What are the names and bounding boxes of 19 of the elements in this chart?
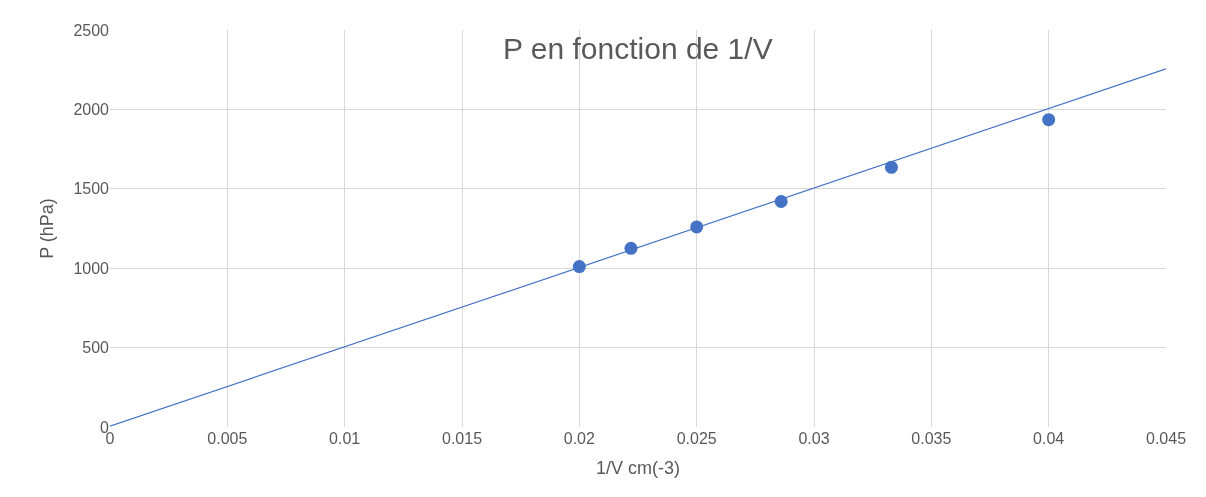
x-tick-label: 0.035 — [911, 430, 952, 447]
y-tick-label: 500 — [82, 339, 110, 357]
x-tick-label: 0.005 — [207, 430, 248, 447]
y-tick-label: 2000 — [73, 101, 110, 118]
y-tick-label: 1500 — [73, 180, 110, 198]
x-tick-label: 0.025 — [676, 430, 717, 447]
point — [1042, 113, 1056, 127]
chart-title: P en fonction de 1/V — [503, 32, 773, 65]
point — [884, 160, 898, 174]
x-axis-title: 1/V cm(-3) — [595, 458, 681, 479]
x-tick-label: 0.04 — [1033, 430, 1065, 447]
x-tick-label: 0.045 — [1145, 430, 1187, 447]
y-tick-label: 1000 — [73, 259, 110, 277]
x-tick-label: 0.02 — [563, 430, 595, 447]
y-tick-label: 2500 — [73, 21, 110, 39]
x-tick-label: 0.015 — [441, 430, 483, 447]
x-tick-label: 0.03 — [798, 430, 830, 447]
y-axis-title: P (hPa) — [36, 198, 57, 259]
x-tick-label: 0.01 — [329, 430, 361, 447]
